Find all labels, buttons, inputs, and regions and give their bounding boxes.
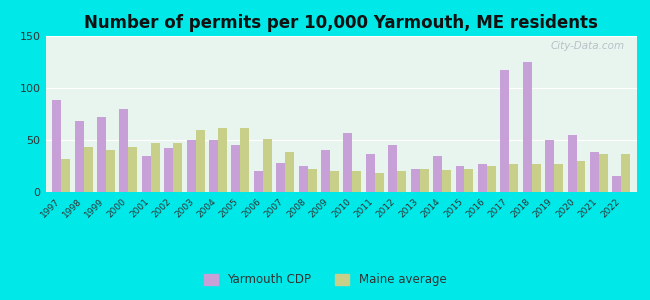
Bar [330,171,339,192]
Bar [97,117,106,192]
Bar [142,156,151,192]
Bar [299,166,307,192]
Bar [263,139,272,192]
Bar [352,171,361,192]
Bar [554,164,563,192]
Text: City-Data.com: City-Data.com [551,41,625,51]
Bar [621,154,630,192]
Bar [487,166,496,192]
Bar [510,164,518,192]
Bar [164,148,173,192]
Bar [523,62,532,192]
Bar [433,156,442,192]
Bar [442,170,451,192]
Bar [612,176,621,192]
Bar [366,154,375,192]
Bar [465,169,473,192]
Bar [276,163,285,192]
Bar [397,171,406,192]
Bar [411,169,420,192]
Bar [254,171,263,192]
Bar [187,140,196,192]
Bar [129,147,137,192]
Bar [209,140,218,192]
Bar [577,161,586,192]
Bar [196,130,205,192]
Bar [307,169,317,192]
Bar [532,164,541,192]
Bar [240,128,250,192]
Bar [567,135,577,192]
Bar [84,147,92,192]
Bar [285,152,294,192]
Bar [231,145,240,192]
Bar [218,128,227,192]
Title: Number of permits per 10,000 Yarmouth, ME residents: Number of permits per 10,000 Yarmouth, M… [84,14,598,32]
Bar [120,109,129,192]
Bar [375,173,383,192]
Bar [61,159,70,192]
Bar [173,143,182,192]
Legend: Yarmouth CDP, Maine average: Yarmouth CDP, Maine average [199,269,451,291]
Bar [52,100,61,192]
Bar [599,154,608,192]
Bar [106,150,115,192]
Bar [478,164,487,192]
Bar [75,121,84,192]
Bar [590,152,599,192]
Bar [420,169,428,192]
Bar [500,70,510,192]
Bar [388,145,397,192]
Bar [545,140,554,192]
Bar [321,150,330,192]
Bar [151,143,160,192]
Bar [343,133,352,192]
Bar [456,166,465,192]
